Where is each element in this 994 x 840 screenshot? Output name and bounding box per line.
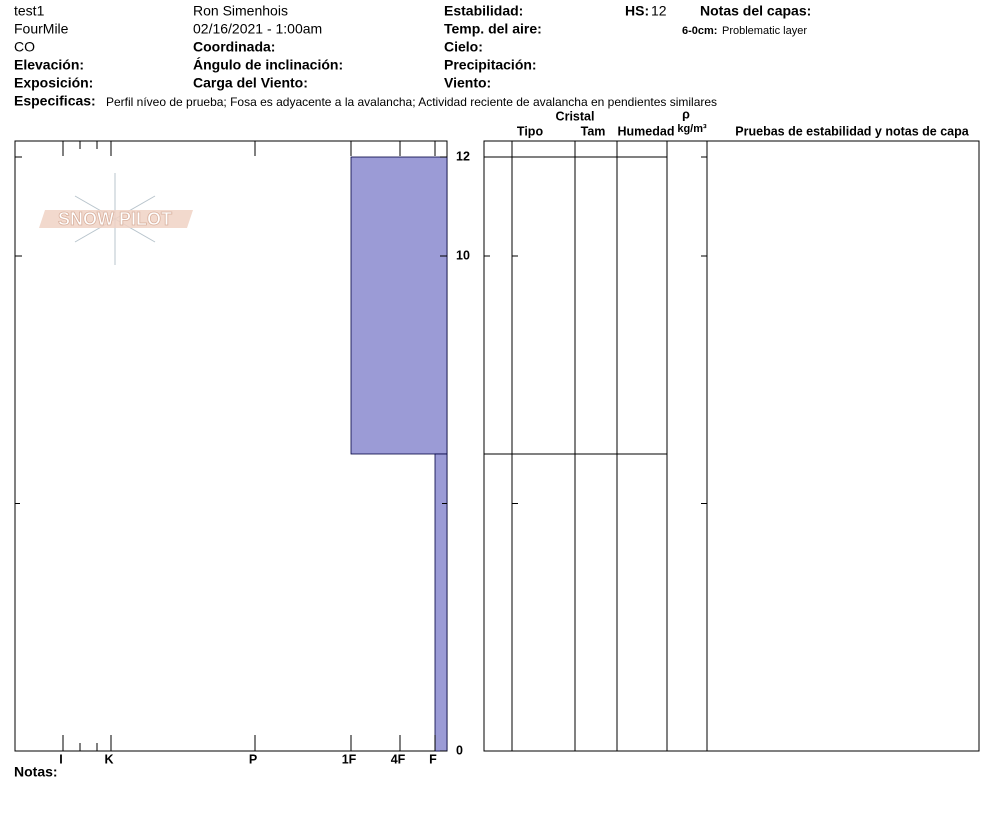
specifics-text: Perfil níveo de prueba; Fosa es adyacent… bbox=[106, 95, 717, 109]
label: Elevación: bbox=[14, 57, 84, 73]
hardness-label: I bbox=[59, 752, 62, 766]
logo-band bbox=[39, 210, 193, 228]
column-header: kg/m³ bbox=[677, 123, 707, 135]
label: HS: bbox=[625, 3, 649, 19]
label: Precipitación: bbox=[444, 57, 537, 73]
table-frame bbox=[483, 140, 980, 752]
column-header: ρ bbox=[682, 107, 690, 121]
label: Especificas: bbox=[14, 93, 96, 109]
column-header: Tam bbox=[581, 124, 606, 138]
label: Exposición: bbox=[14, 75, 93, 91]
hardness-label: F bbox=[429, 752, 437, 766]
hardness-bar bbox=[434, 453, 448, 752]
label: Notas del capas: bbox=[700, 3, 811, 19]
column-header: Tipo bbox=[517, 124, 544, 138]
notes-label: Notas: bbox=[14, 764, 58, 780]
label: Ángulo de inclinación: bbox=[193, 57, 343, 73]
hardness-label: 1F bbox=[342, 752, 357, 766]
minor-hardness-ticks bbox=[79, 141, 98, 751]
y-tick-label: 12 bbox=[456, 149, 470, 163]
state: CO bbox=[14, 39, 35, 55]
y-tick-label: 10 bbox=[456, 248, 470, 262]
column-header: Humedad bbox=[618, 124, 675, 138]
label: Temp. del aire: bbox=[444, 21, 542, 37]
column-header: Pruebas de estabilidad y notas de capa bbox=[735, 124, 969, 138]
column-header: Cristal bbox=[556, 109, 595, 123]
label: Coordinada: bbox=[193, 39, 275, 55]
observer: Ron Simenhois bbox=[193, 3, 288, 19]
header: test1 Ron Simenhois Estabilidad: HS: 12 … bbox=[14, 3, 811, 109]
table-columns bbox=[511, 141, 708, 751]
layer-note-range: 6-0cm: bbox=[682, 25, 717, 37]
label: Viento: bbox=[444, 75, 491, 91]
hardness-label: 4F bbox=[391, 752, 406, 766]
logo: SNOW PILOT bbox=[39, 173, 193, 265]
layer-note-text: Problematic layer bbox=[722, 25, 807, 37]
site: test1 bbox=[14, 3, 45, 19]
label: Cielo: bbox=[444, 39, 483, 55]
hardness-label: P bbox=[249, 752, 257, 766]
hs-value: 12 bbox=[651, 3, 667, 19]
hardness-label: K bbox=[104, 752, 113, 766]
location: FourMile bbox=[14, 21, 69, 37]
table-header: Cristal Tipo Tam Humedad ρ kg/m³ Pruebas… bbox=[517, 107, 970, 138]
y-tick-label: 0 bbox=[456, 743, 463, 757]
logo-text: SNOW PILOT bbox=[58, 209, 172, 229]
label: Carga del Viento: bbox=[193, 75, 308, 91]
hardness-bar bbox=[350, 156, 448, 455]
label: Estabilidad: bbox=[444, 3, 523, 19]
datetime: 02/16/2021 - 1:00am bbox=[193, 21, 322, 37]
